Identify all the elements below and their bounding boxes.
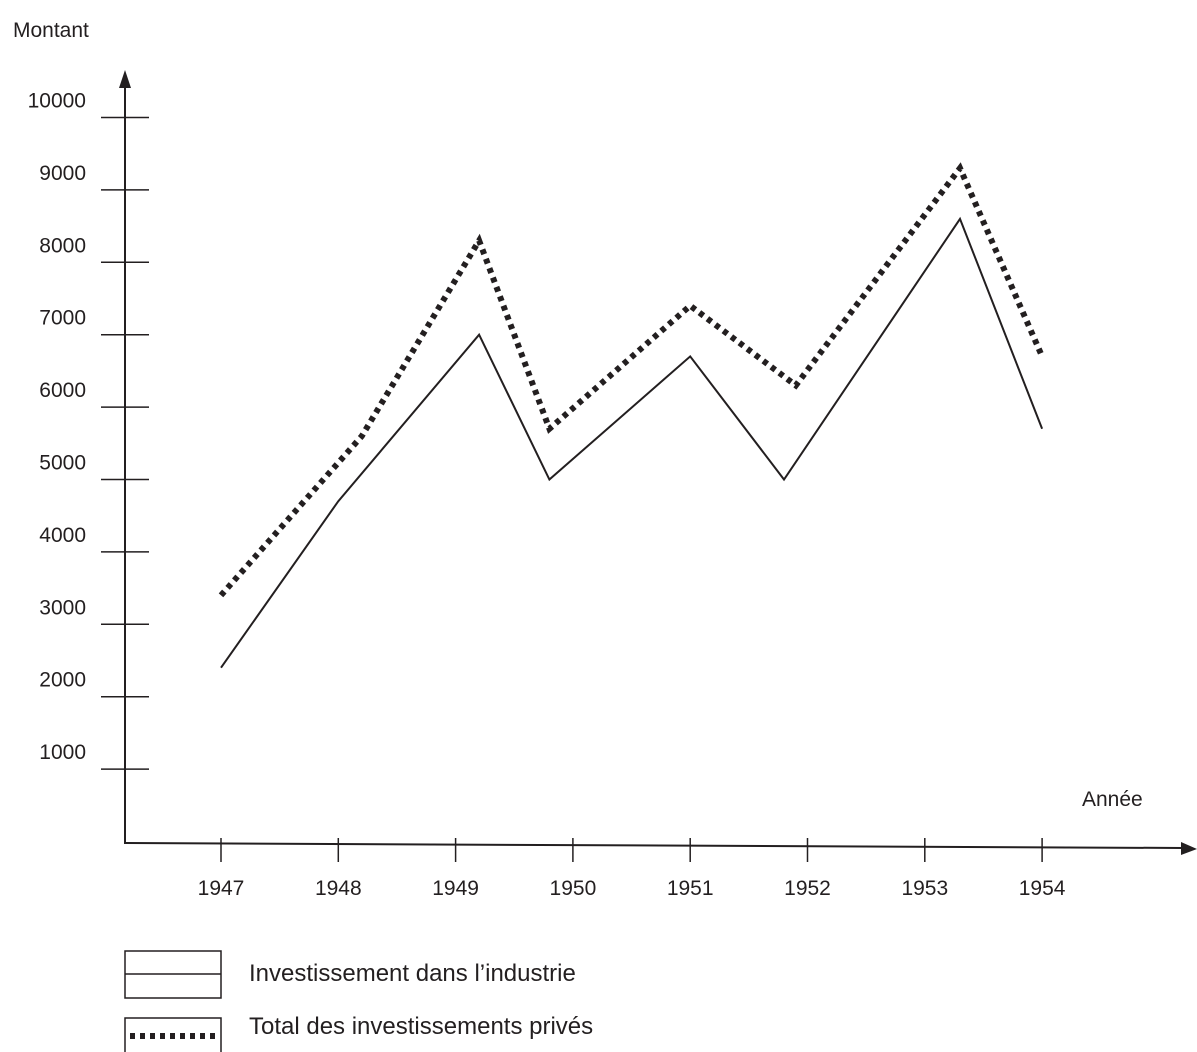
y-tick-label: 1000 [39, 741, 86, 764]
legend-swatch-dotted [124, 1017, 222, 1052]
legend-entry-industrie: Investissement dans l’industrie [124, 950, 576, 999]
x-tick-label: 1951 [667, 877, 714, 900]
x-tick-label: 1948 [315, 877, 362, 900]
y-tick-label: 6000 [39, 379, 86, 402]
series-line-investissement-industrie [220, 216, 1044, 669]
legend-label-total: Total des investissements privés [249, 1013, 593, 1040]
x-tick-label: 1949 [432, 877, 479, 900]
y-tick-label: 3000 [39, 596, 86, 619]
x-tick-label: 1950 [550, 877, 597, 900]
legend: Investissement dans l’industrie Total de… [124, 950, 593, 1052]
y-ticks: 1000 2000 3000 4000 5000 6000 7000 8000 9000 1000… [28, 90, 149, 770]
y-tick-label: 2000 [39, 669, 86, 692]
series-line-total-investissements [218, 162, 1045, 598]
y-tick-label: 10000 [28, 90, 86, 113]
y-tick-label: 9000 [39, 162, 86, 185]
legend-label-industrie: Investissement dans l’industrie [249, 960, 576, 987]
legend-entry-total: Total des investissements privés [124, 1013, 593, 1052]
x-ticks: 1947 1948 1949 1950 1951 1952 1953 1954 [198, 838, 1066, 900]
y-tick-label: 5000 [39, 452, 86, 475]
y-tick-label: 4000 [39, 524, 86, 547]
y-tick-label: 8000 [39, 234, 86, 257]
x-axis-arrow [1181, 842, 1197, 855]
x-tick-label: 1947 [198, 877, 245, 900]
x-axis [123, 842, 1184, 849]
y-tick-label: 7000 [39, 307, 86, 330]
x-tick-label: 1954 [1019, 877, 1066, 900]
x-tick-label: 1952 [784, 877, 831, 900]
series-lines [218, 162, 1045, 669]
x-axis-label: Année [1082, 788, 1143, 811]
y-axis-label: Montant [13, 19, 89, 42]
x-tick-label: 1953 [901, 877, 948, 900]
y-axis-arrow [119, 70, 131, 88]
